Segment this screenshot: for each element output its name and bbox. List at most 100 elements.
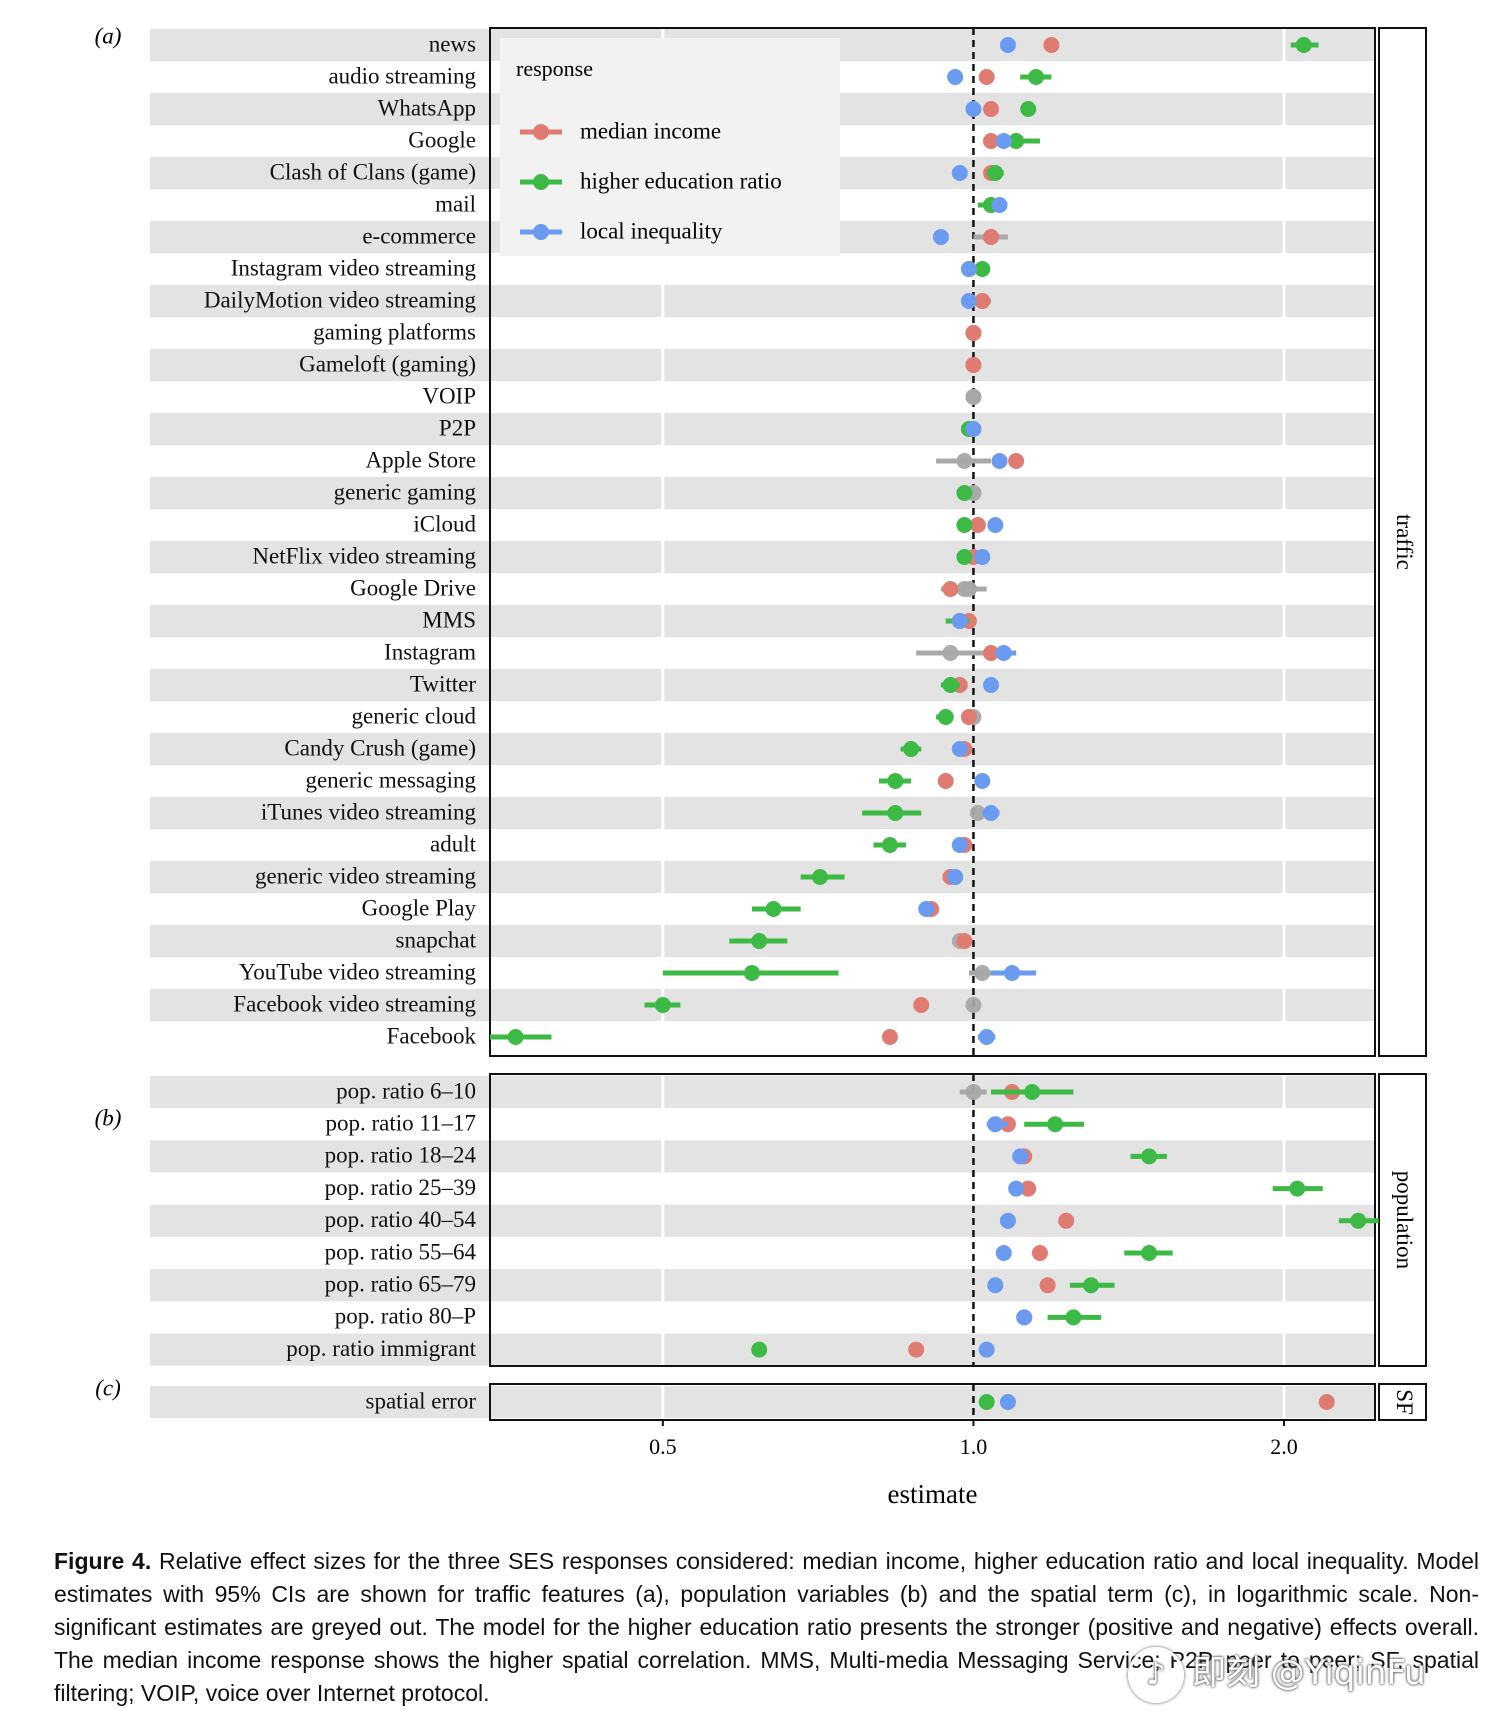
row-band <box>150 1269 1375 1302</box>
x-tick-label: 2.0 <box>1270 1434 1298 1459</box>
inequality-point <box>974 773 991 789</box>
row-label: Google Play <box>362 895 477 920</box>
education-point <box>937 709 954 725</box>
row-label: Clash of Clans (game) <box>270 159 476 184</box>
education-point <box>1024 1084 1041 1100</box>
row-band <box>150 989 1375 1021</box>
income-point <box>983 133 1000 149</box>
row-label: generic gaming <box>334 479 477 504</box>
row-band <box>150 1140 1375 1173</box>
x-tick-label: 1.0 <box>960 1434 988 1459</box>
row-band <box>150 797 1375 829</box>
strip-label: traffic <box>1392 514 1417 570</box>
row-label: news <box>429 31 476 56</box>
strip-box <box>1378 1073 1427 1367</box>
inequality-point <box>978 1341 995 1358</box>
education-point <box>654 997 671 1013</box>
row-band <box>150 1386 1375 1418</box>
strip-box <box>1378 27 1427 1057</box>
education-point <box>903 741 920 757</box>
strip-box <box>1378 1383 1427 1421</box>
row-label: gaming platforms <box>313 319 476 344</box>
row-label: MMS <box>422 607 476 632</box>
education-point <box>956 549 973 565</box>
row-label: mail <box>435 191 476 216</box>
inequality-point <box>947 869 964 885</box>
inequality-point <box>978 1029 995 1045</box>
row-label: YouTube video streaming <box>239 959 477 984</box>
panel-frame <box>489 1383 1376 1421</box>
row-label: pop. ratio 6–10 <box>336 1078 476 1103</box>
watermark-text: 即刻 @YiqinFu <box>1192 1653 1426 1693</box>
row-label: pop. ratio 25–39 <box>325 1175 476 1200</box>
caption-label: Figure 4. <box>54 1548 152 1574</box>
inequality-point <box>965 101 982 117</box>
inequality-point <box>987 1277 1004 1294</box>
education-point <box>974 261 991 277</box>
income-point <box>937 773 954 789</box>
income-point <box>974 965 991 981</box>
inequality-point <box>974 549 991 565</box>
inequality-point <box>951 613 968 629</box>
inequality-point <box>965 997 982 1013</box>
inequality-point <box>965 1084 982 1100</box>
education-point <box>956 453 973 469</box>
row-label: generic video streaming <box>255 863 476 888</box>
row-label: iTunes video streaming <box>261 799 477 824</box>
inequality-point <box>1004 965 1021 981</box>
legend-key-point <box>533 124 549 140</box>
income-point <box>983 101 1000 117</box>
inequality-point <box>960 261 977 277</box>
row-label: Instagram <box>384 639 476 664</box>
education-point <box>942 677 959 693</box>
row-label: Gameloft (gaming) <box>299 351 476 376</box>
income-point <box>983 229 1000 245</box>
legend-label: local inequality <box>580 218 723 243</box>
education-point <box>1141 1245 1158 1261</box>
legend-box <box>500 38 840 256</box>
row-label: generic messaging <box>305 767 476 792</box>
legend-key-point <box>533 174 549 190</box>
watermark: ♪ 即刻 @YiqinFu <box>1128 1645 1426 1703</box>
education-point <box>751 933 768 949</box>
inequality-point <box>1016 1309 1033 1326</box>
panel-tag: (a) <box>95 23 122 48</box>
row-label: Apple Store <box>365 447 476 472</box>
row-label: Candy Crush (game) <box>284 735 476 760</box>
inequality-point <box>987 517 1004 533</box>
row-label: Google <box>408 127 476 152</box>
education-point <box>743 965 760 981</box>
inequality-point <box>995 133 1012 149</box>
row-label: NetFlix video streaming <box>252 543 476 568</box>
row-label: pop. ratio 11–17 <box>325 1110 476 1135</box>
inequality-point <box>960 293 977 309</box>
income-point <box>913 997 930 1013</box>
row-band <box>150 349 1375 381</box>
inequality-point <box>999 37 1016 53</box>
education-point <box>1047 1116 1064 1133</box>
inequality-point <box>995 645 1012 661</box>
row-band <box>150 285 1375 317</box>
inequality-point <box>918 901 935 917</box>
education-point <box>887 773 904 789</box>
strip-label: SF <box>1392 1389 1417 1415</box>
caption-text: Relative effect sizes for the three SES … <box>54 1548 1480 1706</box>
row-label: pop. ratio 80–P <box>335 1304 476 1329</box>
education-point <box>1295 37 1312 53</box>
forest-plot: traffic (a) news audio streaming WhatsApp Goo… <box>95 23 1427 1509</box>
income-point <box>1031 1245 1048 1261</box>
education-point <box>1008 133 1025 149</box>
x-axis-label: estimate <box>888 1479 978 1509</box>
income-point <box>1039 1277 1056 1294</box>
inequality-point <box>991 197 1008 213</box>
row-label: audio streaming <box>328 63 476 88</box>
income-point <box>881 1029 898 1045</box>
panel-frame <box>489 27 1376 1057</box>
inequality-point <box>999 1394 1016 1410</box>
row-label: WhatsApp <box>378 95 476 120</box>
panel-tag: (c) <box>95 1375 121 1400</box>
legend-label: higher education ratio <box>580 168 782 193</box>
income-point <box>1043 37 1060 53</box>
income-point <box>956 933 973 949</box>
row-label: pop. ratio 40–54 <box>325 1207 477 1232</box>
